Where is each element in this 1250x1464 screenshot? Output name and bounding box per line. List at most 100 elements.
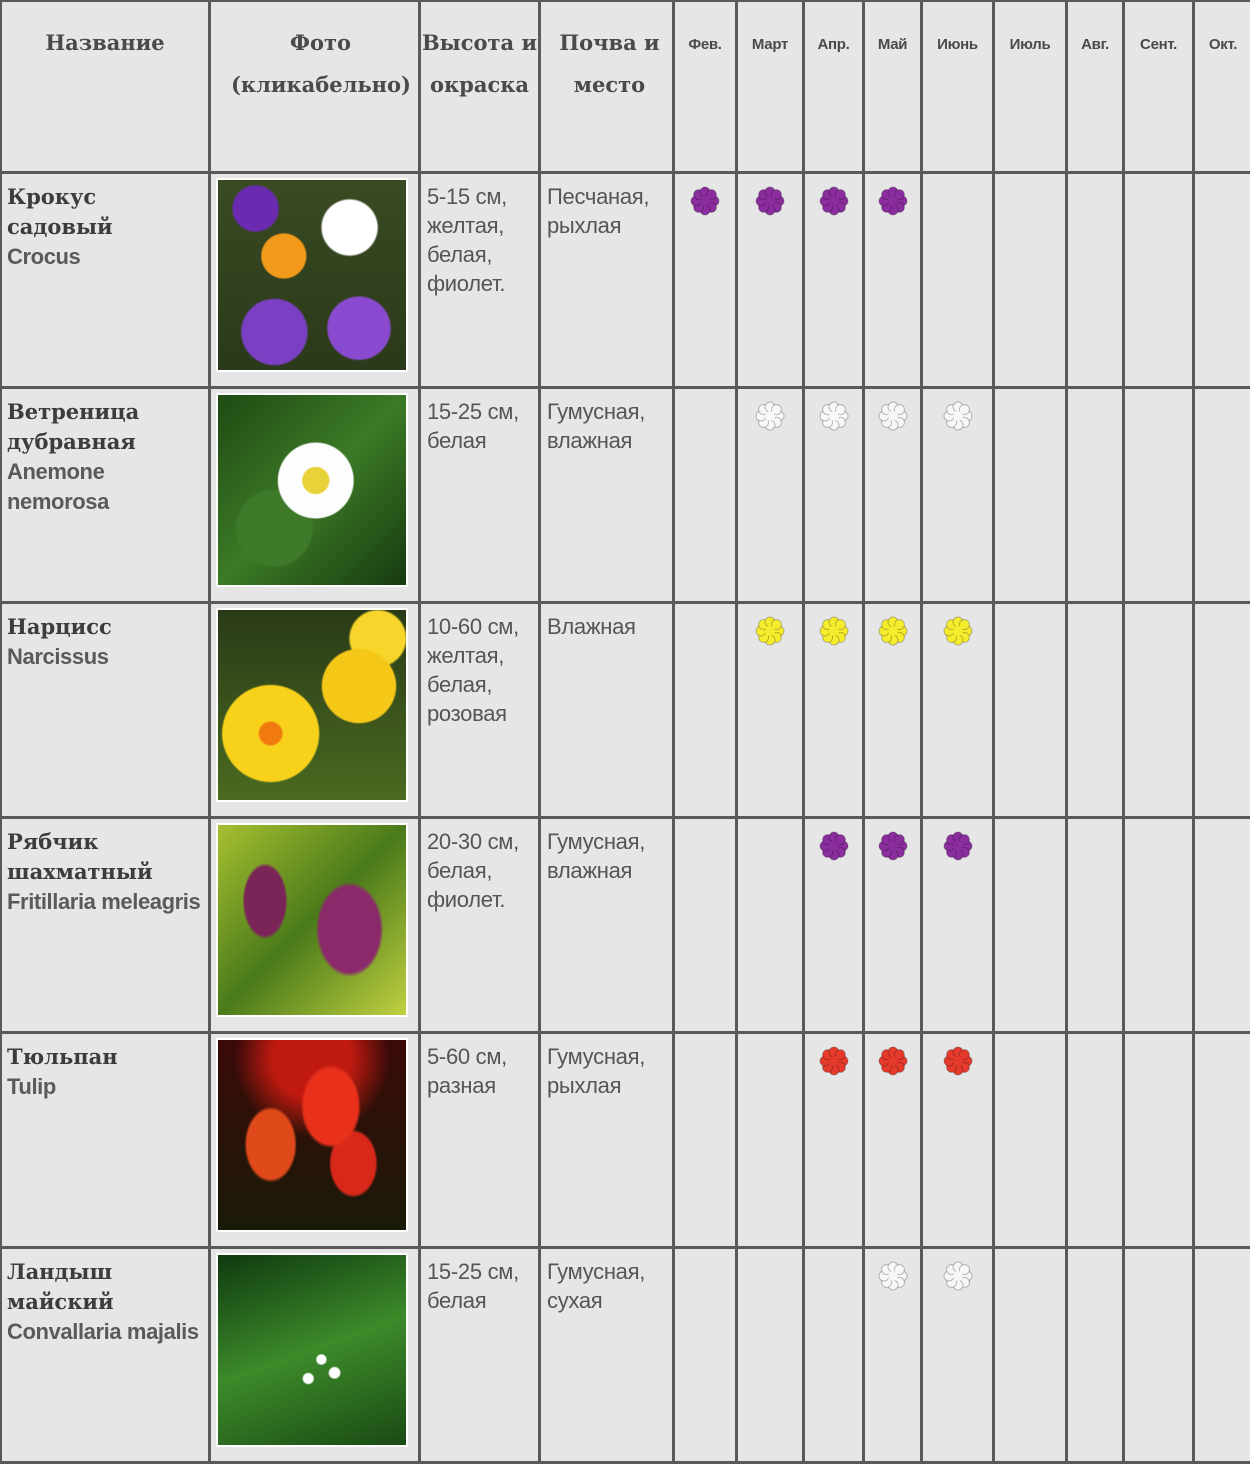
photo-cell [210,1248,420,1463]
month-cell [674,173,737,388]
month-cell [864,388,922,603]
bloom-flower-icon [876,420,910,437]
month-cell [994,173,1067,388]
header-row: Название Фото (кликабельно) Высота и окр… [1,1,1250,173]
height-color: 15-25 см, белая [420,1248,540,1463]
month-cell [804,173,864,388]
header-month: Июнь [922,1,994,173]
month-cell [922,603,994,818]
soil: Гумусная, влажная [540,818,674,1033]
lily-of-the-valley-photo[interactable] [216,1253,408,1447]
height-color: 5-15 см, желтая, белая, фиолет. [420,173,540,388]
flower-name: Рябчик шахматный [7,827,208,887]
height-color: 5-60 см, разная [420,1033,540,1248]
height-color: 20-30 см, белая, фиолет. [420,818,540,1033]
month-cell [1067,388,1124,603]
month-cell [864,818,922,1033]
month-cell [674,818,737,1033]
month-cell [804,603,864,818]
month-cell [1067,603,1124,818]
flower-name: Крокус садовый [7,182,208,242]
month-cell [737,603,804,818]
month-cell [1124,818,1194,1033]
photo-cell [210,603,420,818]
month-cell [1124,603,1194,818]
bloom-flower-icon [753,205,787,222]
bloom-flower-icon [688,205,722,222]
bloom-flower-icon [753,635,787,652]
month-cell [1067,1248,1124,1463]
bloom-flower-icon [876,1065,910,1082]
month-cell [864,173,922,388]
photo-cell [210,388,420,603]
header-photo: Фото (кликабельно) [210,1,420,173]
latin-name: Convallaria majalis [7,1317,208,1347]
month-cell [922,1033,994,1248]
month-cell [922,1248,994,1463]
fritillaria-photo[interactable] [216,823,408,1017]
latin-name: Fritillaria meleagris [7,887,208,917]
month-cell [737,818,804,1033]
flower-name: Нарцисс [7,612,208,642]
month-cell [922,388,994,603]
header-month: Окт. [1194,1,1250,173]
bloom-flower-icon [941,1065,975,1082]
bloom-flower-icon [876,850,910,867]
tulip-photo[interactable] [216,1038,408,1232]
bloom-flower-icon [941,635,975,652]
bloom-flower-icon [753,420,787,437]
header-month: Авг. [1067,1,1124,173]
month-cell [1194,603,1250,818]
month-cell [804,1033,864,1248]
month-cell [674,603,737,818]
header-month: Фев. [674,1,737,173]
month-cell [1194,818,1250,1033]
month-cell [1124,388,1194,603]
crocus-photo[interactable] [216,178,408,372]
header-month: Июль [994,1,1067,173]
bloom-flower-icon [876,635,910,652]
latin-name: Tulip [7,1072,208,1102]
month-cell [804,1248,864,1463]
month-cell [922,818,994,1033]
month-cell [737,388,804,603]
month-cell [1194,388,1250,603]
month-cell [1194,1248,1250,1463]
month-cell [804,818,864,1033]
month-cell [1124,1248,1194,1463]
narcissus-photo[interactable] [216,608,408,802]
month-cell [994,603,1067,818]
flower-name: Ландыш майский [7,1257,208,1317]
bloom-flower-icon [876,205,910,222]
month-cell [674,1033,737,1248]
soil: Влажная [540,603,674,818]
header-soil: Почва и место [540,1,674,173]
bloom-flower-icon [817,1065,851,1082]
photo-cell [210,818,420,1033]
photo-cell [210,173,420,388]
month-cell [1194,1033,1250,1248]
bloom-flower-icon [941,850,975,867]
month-cell [674,388,737,603]
latin-name: Anemone nemorosa [7,457,208,517]
soil: Песчаная, рыхлая [540,173,674,388]
height-color: 15-25 см, белая [420,388,540,603]
month-cell [737,1033,804,1248]
bloom-flower-icon [876,1280,910,1297]
soil: Гумусная, рыхлая [540,1033,674,1248]
month-cell [1067,173,1124,388]
header-month: Сент. [1124,1,1194,173]
anemone-photo[interactable] [216,393,408,587]
bloom-flower-icon [941,1280,975,1297]
month-cell [994,1033,1067,1248]
